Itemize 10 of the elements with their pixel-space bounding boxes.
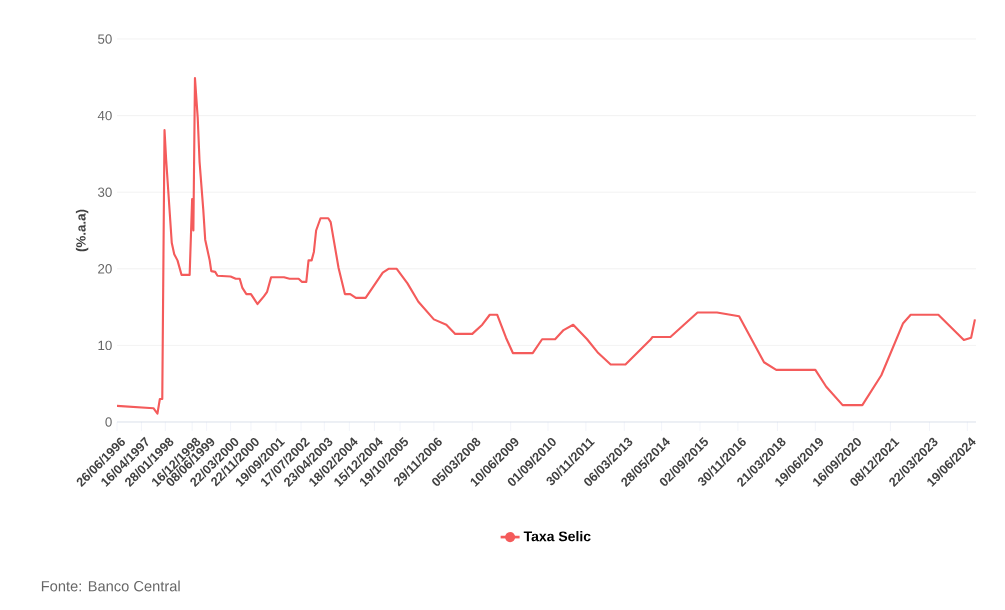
y-tick-label: 0 [105, 417, 112, 427]
y-tick-label: 50 [98, 34, 112, 44]
y-tick-label: 40 [97, 110, 112, 121]
y-axis-title: (%.a.a) [75, 209, 89, 252]
line-series [117, 76, 976, 415]
y-tick-label: 30 [97, 187, 112, 197]
y-tick-label: 10 [98, 340, 112, 351]
source-note: Fonte: Banco Central [41, 580, 180, 592]
legend-label: Taxa Selic [523, 531, 591, 542]
y-tick-label: 20 [98, 264, 112, 274]
